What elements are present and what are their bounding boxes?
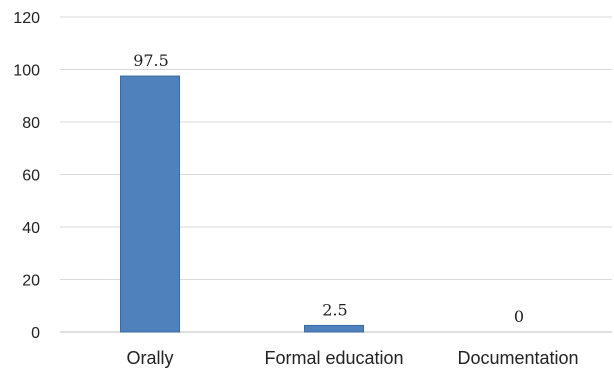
y-tick-label: 80: [22, 115, 40, 132]
data-label: 97.5: [133, 51, 169, 70]
data-label: 0: [514, 307, 524, 326]
bars: [120, 75, 364, 333]
y-tick-label: 120: [13, 10, 40, 27]
y-tick-label: 0: [31, 325, 40, 342]
category-label: Documentation: [457, 348, 578, 368]
bar-orally: [120, 75, 180, 333]
category-labels: Orally Formal education Documentation: [126, 348, 578, 368]
bar-formal-education: [304, 324, 364, 333]
y-tick-label: 60: [22, 168, 40, 185]
category-label: Orally: [126, 348, 173, 368]
y-tick-label: 100: [13, 63, 40, 80]
y-tick-label: 40: [22, 220, 40, 237]
y-axis-tick-labels: 0 20 40 60 80 100 120: [13, 10, 40, 342]
y-tick-label: 20: [22, 273, 40, 290]
data-labels: 97.5 2.5 0: [133, 51, 524, 326]
data-label: 2.5: [322, 300, 347, 319]
category-label: Formal education: [264, 348, 403, 368]
